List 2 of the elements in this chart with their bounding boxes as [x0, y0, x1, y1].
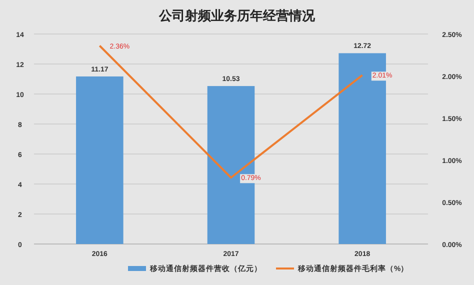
- chart-title: 公司射频业务历年经营情况: [158, 8, 316, 23]
- bar: [76, 76, 124, 244]
